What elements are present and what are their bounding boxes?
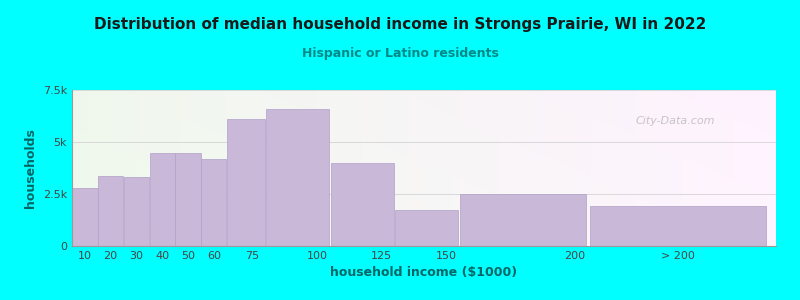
Text: Distribution of median household income in Strongs Prairie, WI in 2022: Distribution of median household income …: [94, 16, 706, 32]
Bar: [227, 119, 265, 246]
Bar: [175, 153, 201, 246]
Text: Hispanic or Latino residents: Hispanic or Latino residents: [302, 46, 498, 59]
Bar: [460, 194, 586, 246]
Bar: [72, 188, 98, 246]
Bar: [590, 206, 766, 246]
Bar: [201, 159, 226, 246]
X-axis label: household income ($1000): household income ($1000): [330, 266, 518, 279]
Bar: [330, 163, 394, 246]
Bar: [124, 177, 149, 246]
Bar: [395, 210, 458, 246]
Bar: [266, 109, 330, 246]
Bar: [98, 176, 123, 246]
Y-axis label: households: households: [24, 128, 38, 208]
Bar: [150, 153, 175, 246]
Text: City-Data.com: City-Data.com: [635, 116, 714, 126]
